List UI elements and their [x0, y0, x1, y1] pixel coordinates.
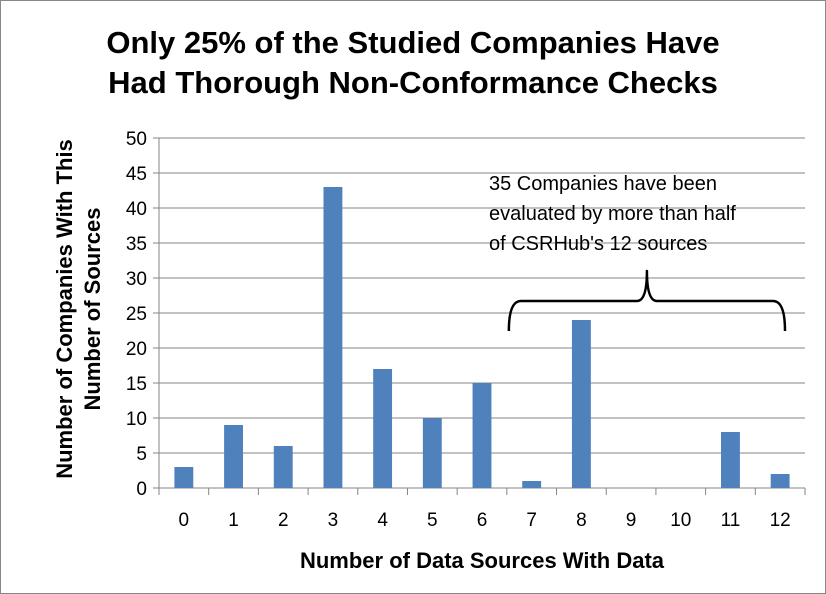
y-axis-label-line-1: Number of Companies With This — [52, 138, 77, 479]
annotation-line-2: evaluated by more than half — [489, 203, 736, 225]
y-tick-label-10: 10 — [126, 409, 147, 430]
chart-title: Only 25% of the Studied Companies Have H… — [1, 23, 825, 103]
x-tick-label-0: 0 — [179, 510, 190, 531]
y-tick-label-5: 5 — [136, 444, 147, 465]
x-tick-label-5: 5 — [427, 510, 438, 531]
y-tick-label-0: 0 — [136, 479, 147, 500]
bar-1 — [224, 425, 243, 488]
y-tick-label-45: 45 — [126, 164, 147, 185]
x-tick-label-12: 12 — [770, 510, 791, 531]
bar-0 — [174, 467, 194, 488]
x-tick-label-10: 10 — [670, 510, 691, 531]
bar-3 — [323, 187, 343, 488]
bar-7 — [522, 481, 542, 488]
bar-5 — [422, 418, 442, 488]
x-tick-label-6: 6 — [477, 510, 488, 531]
bar-11 — [721, 432, 740, 488]
chart-title-line-2: Had Thorough Non-Conformance Checks — [108, 65, 718, 100]
y-axis-label-line-2: Number of Sources — [80, 207, 105, 410]
x-tick-label-2: 2 — [278, 510, 289, 531]
annotation-text: 35 Companies have been evaluated by more… — [489, 169, 799, 259]
y-tick-label-20: 20 — [126, 339, 147, 360]
bar-12 — [770, 474, 790, 488]
x-tick-label-1: 1 — [228, 510, 239, 531]
annotation-line-1: 35 Companies have been — [489, 173, 717, 195]
y-tick-label-40: 40 — [126, 199, 147, 220]
x-tick-label-8: 8 — [576, 510, 587, 531]
x-axis-label: Number of Data Sources With Data — [299, 548, 665, 573]
y-tick-label-15: 15 — [126, 374, 147, 395]
annotation-brace — [507, 269, 787, 332]
bar-2 — [273, 446, 293, 488]
annotation-line-3: of CSRHub's 12 sources — [489, 233, 708, 255]
bar-4 — [373, 369, 393, 488]
y-tick-label-50: 50 — [126, 129, 147, 150]
x-tick-label-11: 11 — [721, 510, 741, 531]
bar-6 — [472, 383, 492, 488]
y-axis-label: Number of Companies With This Number of … — [19, 136, 139, 481]
x-tick-label-3: 3 — [328, 510, 339, 531]
x-tick-label-9: 9 — [626, 510, 637, 531]
x-tick-label-4: 4 — [377, 510, 388, 531]
x-tick-label-7: 7 — [526, 510, 537, 531]
chart-title-line-1: Only 25% of the Studied Companies Have — [106, 25, 720, 60]
y-tick-label-35: 35 — [126, 234, 147, 255]
y-tick-label-25: 25 — [126, 304, 147, 325]
y-tick-label-30: 30 — [126, 269, 147, 290]
bar-8 — [571, 320, 591, 488]
